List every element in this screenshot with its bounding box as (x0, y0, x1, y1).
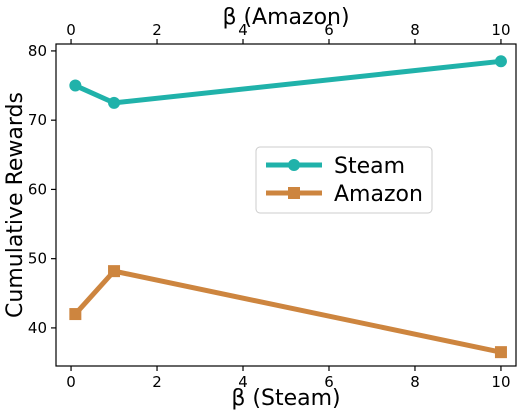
x-tick-label-bottom-2: 4 (238, 373, 248, 391)
x-tick-label-top-5: 10 (491, 21, 510, 39)
data-point-amazon-2 (494, 346, 507, 359)
x-axis-label-bottom: β (Steam) (231, 386, 340, 411)
legend-label-amazon: Amazon (334, 182, 423, 207)
legend-marker-amazon (288, 187, 300, 199)
data-point-amazon-0 (69, 308, 82, 321)
legend-marker-steam (288, 159, 300, 171)
x-tick-label-top-1: 2 (152, 21, 162, 39)
data-point-steam-2 (494, 55, 507, 68)
x-axis-top: 0 2 4 6 8 10 (66, 21, 511, 44)
series-layer (69, 55, 507, 359)
x-tick-label-bottom-3: 6 (324, 373, 334, 391)
x-tick-label-bottom-0: 0 (66, 373, 76, 391)
x-axis-bottom: 0 2 4 6 8 10 (66, 366, 511, 391)
x-tick-label-bottom-1: 2 (152, 373, 162, 391)
x-tick-label-top-3: 6 (324, 21, 334, 39)
y-axis: 40 50 60 70 80 (28, 42, 56, 337)
y-tick-label-4: 80 (28, 42, 47, 60)
y-tick-label-3: 70 (28, 111, 47, 129)
data-point-steam-0 (69, 79, 82, 92)
legend-label-steam: Steam (334, 154, 405, 179)
legend: Steam Amazon (255, 146, 433, 214)
x-tick-label-bottom-4: 8 (410, 373, 420, 391)
data-point-steam-1 (108, 96, 121, 109)
y-tick-label-0: 40 (28, 319, 47, 337)
x-tick-label-top-4: 8 (410, 21, 420, 39)
y-tick-label-2: 60 (28, 180, 47, 198)
x-axis-label-top: β (Amazon) (222, 5, 349, 30)
y-axis-label: Cumulative Rewards (3, 92, 28, 318)
x-tick-label-top-0: 0 (66, 21, 76, 39)
x-tick-label-bottom-5: 10 (491, 373, 510, 391)
y-tick-label-1: 50 (28, 250, 47, 268)
x-tick-label-top-2: 4 (238, 21, 248, 39)
data-point-amazon-1 (108, 265, 121, 278)
